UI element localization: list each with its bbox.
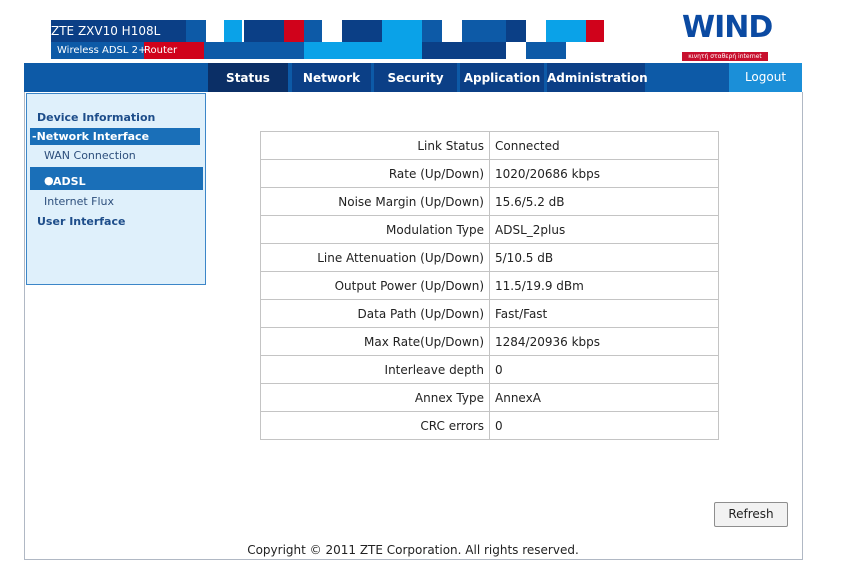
model-subtitle-router: Router	[144, 45, 178, 56]
row-value: Fast/Fast	[489, 299, 719, 328]
row-label: Line Attenuation (Up/Down)	[260, 243, 490, 272]
row-value: Connected	[489, 131, 719, 160]
bullet-icon: ●	[44, 174, 54, 187]
row-value: 1020/20686 kbps	[489, 159, 719, 188]
table-row: Rate (Up/Down) 1020/20686 kbps	[260, 159, 719, 188]
row-value: 0	[489, 355, 719, 384]
table-row: Output Power (Up/Down) 11.5/19.9 dBm	[260, 271, 719, 300]
header-block	[342, 20, 382, 42]
header-block	[304, 20, 322, 42]
header-block	[186, 20, 206, 42]
header-block	[284, 20, 304, 42]
logout-button[interactable]: Logout	[729, 63, 802, 92]
header-block	[304, 42, 342, 59]
sidebar-item-internet-flux[interactable]: Internet Flux	[44, 195, 115, 208]
tab-status[interactable]: Status	[208, 63, 288, 92]
tab-security[interactable]: Security	[374, 63, 457, 92]
sidebar-item-adsl-label: ADSL	[53, 175, 86, 188]
row-label: Annex Type	[260, 383, 490, 412]
table-row: Max Rate(Up/Down) 1284/20936 kbps	[260, 327, 719, 356]
row-label: Max Rate(Up/Down)	[260, 327, 490, 356]
row-value: 0	[489, 411, 719, 440]
row-label: Modulation Type	[260, 215, 490, 244]
model-title: ZTE ZXV10 H108L	[51, 24, 161, 38]
adsl-status-table: Link Status Connected Rate (Up/Down) 1020/2…	[260, 131, 719, 440]
row-value: 1284/20936 kbps	[489, 327, 719, 356]
sidebar-item-adsl[interactable]: ● ADSL	[30, 167, 203, 190]
tab-administration[interactable]: Administration	[547, 63, 648, 92]
table-row: Modulation Type ADSL_2plus	[260, 215, 719, 244]
header-block	[204, 42, 304, 59]
refresh-button[interactable]: Refresh	[714, 502, 788, 527]
header-block	[586, 20, 604, 42]
table-row: Interleave depth 0	[260, 355, 719, 384]
wind-logo: WIND κινητή σταθερή internet	[682, 10, 773, 62]
logo-name: WIND	[682, 10, 773, 45]
row-label: Output Power (Up/Down)	[260, 271, 490, 300]
row-value: 15.6/5.2 dB	[489, 187, 719, 216]
header-block	[462, 20, 506, 42]
sidebar-item-network-interface[interactable]: -Network Interface	[30, 128, 200, 145]
row-label: Link Status	[260, 131, 490, 160]
header-block	[51, 42, 144, 59]
row-label: Data Path (Up/Down)	[260, 299, 490, 328]
header-block	[342, 42, 422, 59]
sidebar: Device Information -Network Interface WA…	[26, 93, 206, 285]
sidebar-item-user-interface[interactable]: User Interface	[37, 215, 126, 228]
row-value: AnnexA	[489, 383, 719, 412]
header-block	[224, 20, 242, 42]
footer-copyright: Copyright © 2011 ZTE Corporation. All ri…	[247, 543, 579, 557]
table-row: CRC errors 0	[260, 411, 719, 440]
logo-tagline: κινητή σταθερή internet	[682, 52, 768, 61]
header-block	[382, 20, 422, 42]
header-block	[244, 20, 284, 42]
table-row: Data Path (Up/Down) Fast/Fast	[260, 299, 719, 328]
sidebar-item-device-information[interactable]: Device Information	[37, 111, 156, 124]
row-label: Rate (Up/Down)	[260, 159, 490, 188]
header-block	[144, 42, 204, 59]
header-block	[526, 42, 566, 59]
row-label: Interleave depth	[260, 355, 490, 384]
header-block	[422, 20, 442, 42]
row-label: Noise Margin (Up/Down)	[260, 187, 490, 216]
table-row: Line Attenuation (Up/Down) 5/10.5 dB	[260, 243, 719, 272]
header-block	[422, 42, 506, 59]
row-value: 11.5/19.9 dBm	[489, 271, 719, 300]
content-frame	[24, 92, 803, 560]
header-block	[546, 20, 586, 42]
header-block	[506, 20, 526, 42]
tab-application[interactable]: Application	[460, 63, 544, 92]
header-block	[51, 20, 186, 42]
tab-network[interactable]: Network	[292, 63, 371, 92]
row-label: CRC errors	[260, 411, 490, 440]
table-row: Annex Type AnnexA	[260, 383, 719, 412]
table-row: Noise Margin (Up/Down) 15.6/5.2 dB	[260, 187, 719, 216]
sidebar-item-wan-connection[interactable]: WAN Connection	[44, 149, 136, 162]
model-subtitle: Wireless ADSL 2+	[57, 45, 147, 56]
row-value: 5/10.5 dB	[489, 243, 719, 272]
row-value: ADSL_2plus	[489, 215, 719, 244]
table-row: Link Status Connected	[260, 131, 719, 160]
